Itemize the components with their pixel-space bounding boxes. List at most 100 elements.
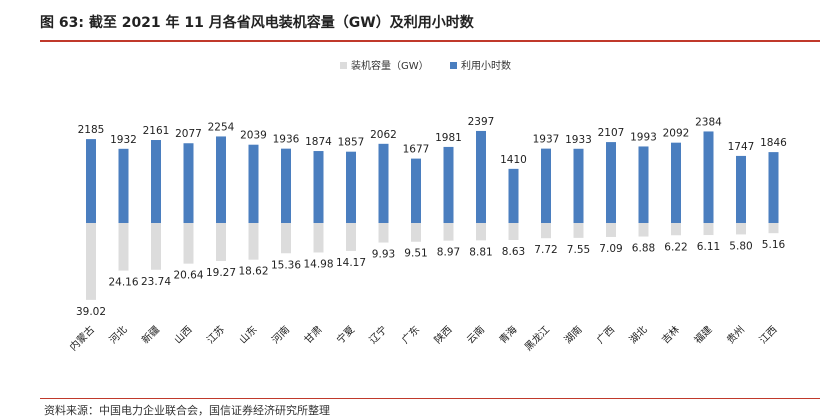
bar-hours-18: [671, 142, 681, 223]
label-hours-9: 2062: [370, 129, 397, 141]
title-divider: [40, 40, 820, 42]
bar-hours-21: [768, 152, 779, 223]
bar-capacity-12: [476, 223, 486, 241]
bar-hours-16: [606, 142, 616, 223]
category-label-0: 内蒙古: [67, 323, 97, 353]
bar-hours-0: [86, 139, 96, 223]
label-hours-11: 1981: [435, 132, 462, 144]
label-capacity-13: 8.63: [502, 246, 525, 258]
legend-swatch-capacity: [340, 62, 347, 69]
bar-capacity-9: [378, 223, 389, 243]
bar-capacity-6: [281, 223, 291, 254]
label-hours-0: 2185: [78, 124, 105, 136]
category-label-16: 广西: [594, 324, 617, 347]
source-note: 资料来源：中国电力企业联合会，国信证券经济研究所整理: [44, 404, 330, 417]
label-hours-14: 1937: [533, 134, 560, 146]
bar-capacity-5: [248, 223, 259, 260]
label-hours-20: 1747: [728, 141, 755, 153]
label-capacity-12: 8.81: [469, 246, 492, 258]
label-capacity-9: 9.93: [372, 249, 395, 261]
label-hours-21: 1846: [760, 137, 787, 149]
label-capacity-18: 6.22: [664, 241, 687, 253]
bar-hours-2: [151, 140, 161, 223]
legend: 装机容量（GW） 利用小时数: [340, 59, 511, 72]
category-label-13: 青海: [496, 323, 519, 346]
bar-capacity-1: [118, 223, 129, 271]
category-label-11: 陕西: [431, 323, 454, 346]
bar-hours-13: [508, 168, 519, 223]
label-capacity-16: 7.09: [599, 243, 622, 255]
category-label-18: 吉林: [659, 323, 682, 346]
category-label-8: 宁夏: [334, 323, 357, 346]
category-label-10: 广东: [399, 323, 422, 346]
label-hours-19: 2384: [695, 116, 722, 128]
bars-group: [86, 130, 779, 300]
label-hours-4: 2254: [208, 121, 235, 133]
bar-capacity-7: [313, 223, 324, 253]
label-capacity-10: 9.51: [404, 248, 427, 260]
bar-hours-3: [183, 143, 194, 223]
bar-capacity-21: [768, 223, 779, 234]
label-hours-5: 2039: [240, 130, 267, 142]
label-hours-10: 1677: [403, 144, 430, 156]
bar-hours-12: [476, 130, 486, 223]
bar-hours-17: [638, 146, 649, 223]
bar-capacity-17: [638, 223, 649, 237]
chart-title: 图 63: 截至 2021 年 11 月各省风电装机容量（GW）及利用小时数: [40, 15, 474, 31]
category-label-2: 新疆: [139, 323, 162, 346]
bar-hours-15: [573, 148, 584, 223]
data-labels-group: 2185 39.02 1932 24.16 2161 23.74 2077 20.64 2254…: [76, 116, 787, 318]
bar-hours-11: [443, 146, 454, 223]
category-label-3: 山西: [172, 324, 195, 347]
category-label-15: 湖南: [561, 323, 584, 346]
category-label-14: 黑龙江: [522, 323, 552, 353]
category-label-21: 江西: [757, 324, 780, 347]
label-capacity-17: 6.88: [632, 243, 655, 255]
source-divider: [40, 398, 820, 399]
label-hours-16: 2107: [598, 127, 625, 139]
bar-capacity-4: [216, 223, 226, 261]
bar-hours-14: [541, 148, 551, 223]
label-capacity-7: 14.98: [303, 259, 333, 271]
label-hours-2: 2161: [143, 125, 170, 137]
bar-capacity-15: [573, 223, 584, 238]
bar-capacity-3: [183, 223, 194, 264]
category-label-20: 贵州: [724, 323, 747, 346]
label-hours-1: 1932: [110, 134, 137, 146]
bar-capacity-11: [443, 223, 454, 241]
label-hours-15: 1933: [565, 134, 592, 146]
legend-label-capacity: 装机容量（GW）: [351, 59, 429, 72]
bar-capacity-10: [411, 223, 421, 242]
bar-capacity-2: [151, 223, 161, 270]
bar-hours-8: [346, 151, 356, 223]
label-capacity-0: 39.02: [76, 306, 106, 318]
category-label-12: 云南: [464, 323, 487, 346]
bar-hours-1: [118, 148, 129, 223]
label-hours-3: 2077: [175, 128, 202, 140]
bar-capacity-14: [541, 223, 551, 239]
bar-hours-20: [736, 155, 746, 223]
category-label-6: 河南: [269, 323, 292, 346]
label-capacity-8: 14.17: [336, 257, 366, 269]
label-hours-7: 1874: [305, 136, 332, 148]
label-capacity-21: 5.16: [762, 239, 786, 251]
label-capacity-1: 24.16: [108, 277, 138, 289]
label-hours-6: 1936: [273, 134, 300, 146]
bar-hours-9: [378, 143, 389, 223]
label-capacity-4: 19.27: [206, 267, 236, 279]
bar-capacity-16: [606, 223, 616, 237]
category-label-7: 甘肃: [301, 323, 324, 346]
category-label-5: 山东: [236, 323, 259, 346]
category-label-1: 河北: [107, 324, 130, 347]
bar-hours-7: [313, 151, 324, 223]
label-capacity-3: 20.64: [173, 270, 203, 282]
bar-capacity-18: [671, 223, 681, 236]
bar-capacity-8: [346, 223, 356, 251]
bar-capacity-20: [736, 223, 746, 235]
category-label-9: 辽宁: [366, 323, 389, 346]
legend-label-hours: 利用小时数: [461, 59, 511, 72]
category-labels-group: 内蒙古 河北 新疆 山西 江苏 山东 河南 甘肃 宁夏 辽宁 广东 陕西 云南 青海 黑龙江 湖南 广西 湖北 吉林…: [67, 323, 780, 353]
label-hours-12: 2397: [468, 116, 495, 128]
label-hours-8: 1857: [338, 137, 365, 149]
label-hours-17: 1993: [630, 131, 657, 143]
